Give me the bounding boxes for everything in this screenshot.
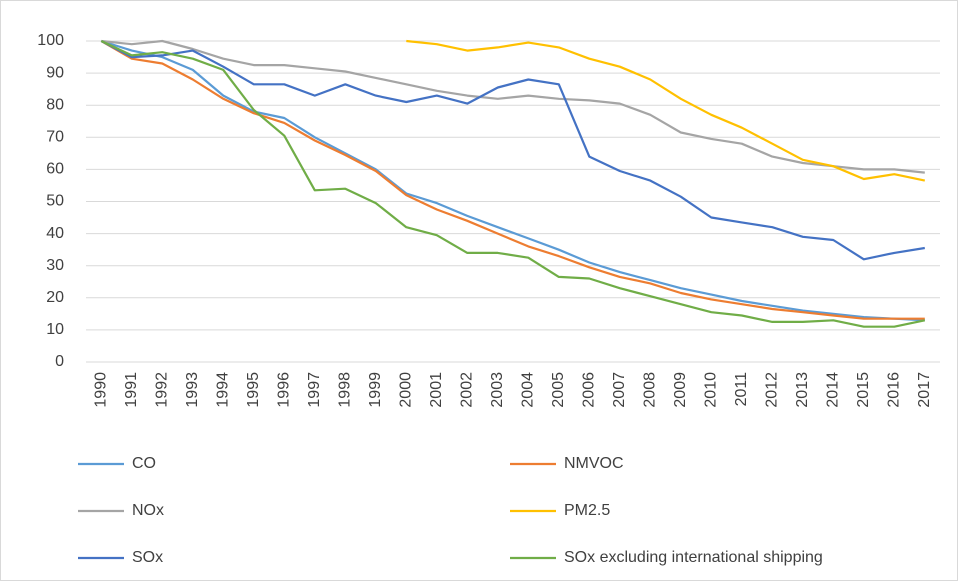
x-tick-label: 2001 xyxy=(428,372,445,408)
x-tick-label: 2009 xyxy=(672,372,689,408)
y-tick-label: 50 xyxy=(46,193,64,210)
legend-label: SOx excluding international shipping xyxy=(564,549,823,566)
legend-label: SOx xyxy=(132,549,163,566)
x-tick-label: 2000 xyxy=(397,372,414,408)
y-tick-label: 30 xyxy=(46,257,64,274)
x-tick-label: 1999 xyxy=(367,372,384,408)
x-tick-label: 2012 xyxy=(763,372,780,408)
y-tick-label: 20 xyxy=(46,289,64,306)
y-tick-label: 100 xyxy=(37,32,64,49)
x-tick-label: 2010 xyxy=(702,372,719,408)
series-line xyxy=(100,40,925,261)
y-tick-label: 0 xyxy=(55,353,64,370)
x-tick-label: 2013 xyxy=(794,372,811,408)
x-tick-label: 1995 xyxy=(245,372,262,408)
x-tick-label: 1994 xyxy=(214,372,231,408)
x-tick-label: 2003 xyxy=(489,372,506,408)
x-tick-label: 2006 xyxy=(580,372,597,408)
y-tick-label: 90 xyxy=(46,64,64,81)
x-tick-label: 1997 xyxy=(306,372,323,408)
series-line xyxy=(100,40,925,320)
y-tick-label: 40 xyxy=(46,225,64,242)
series-line xyxy=(100,40,926,328)
legend-label: PM2.5 xyxy=(564,502,610,519)
x-tick-label: 2008 xyxy=(641,372,658,408)
x-tick-label: 2014 xyxy=(824,372,841,408)
x-tick-label: 1992 xyxy=(153,372,170,408)
x-tick-label: 2002 xyxy=(458,372,475,408)
x-tick-label: 2015 xyxy=(855,372,872,408)
y-tick-label: 10 xyxy=(46,321,64,338)
y-tick-label: 80 xyxy=(46,96,64,113)
x-tick-label: 1990 xyxy=(92,372,109,408)
x-tick-label: 2011 xyxy=(733,372,750,407)
legend-label: CO xyxy=(132,455,156,472)
legend-label: NMVOC xyxy=(564,455,624,472)
y-tick-label: 60 xyxy=(46,161,64,178)
series-line xyxy=(406,39,926,182)
x-tick-label: 2004 xyxy=(519,372,536,408)
x-tick-label: 2007 xyxy=(611,372,628,408)
x-tick-label: 2017 xyxy=(916,372,933,408)
x-tick-label: 2005 xyxy=(550,372,567,408)
series-line xyxy=(100,39,925,322)
x-tick-label: 1993 xyxy=(184,372,201,408)
x-tick-label: 1998 xyxy=(336,372,353,408)
legend-label: NOx xyxy=(132,502,164,519)
series-line xyxy=(101,39,925,174)
x-tick-label: 2016 xyxy=(885,372,902,408)
y-tick-label: 70 xyxy=(46,129,64,146)
x-tick-label: 1996 xyxy=(275,372,292,408)
x-tick-label: 1991 xyxy=(123,372,140,408)
